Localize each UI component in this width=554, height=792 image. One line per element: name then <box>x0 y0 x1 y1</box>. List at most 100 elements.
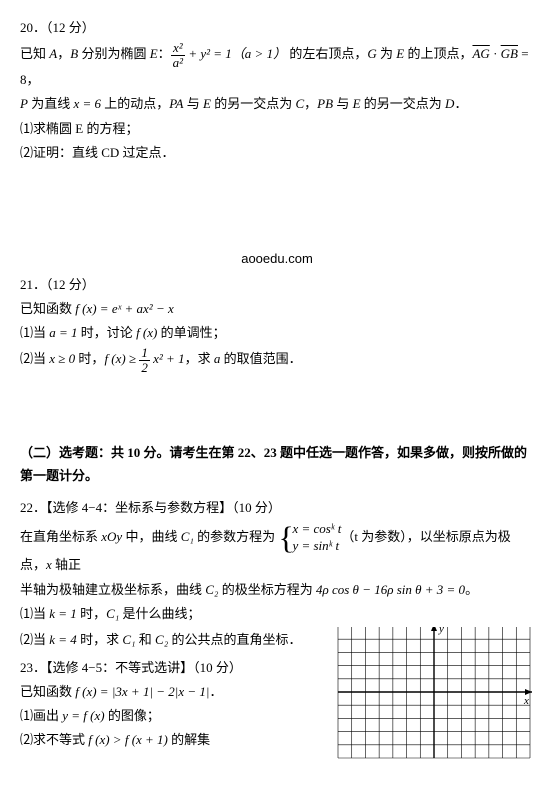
var: E <box>150 46 158 61</box>
text: 时，讨论 <box>78 325 137 340</box>
text: 的极坐标方程为 <box>218 582 316 597</box>
text: 的解集 <box>168 732 210 747</box>
svg-text:x: x <box>523 695 529 707</box>
var: C₂ <box>205 582 218 597</box>
q22-part1: ⑴当 k = 1 时，C₁ 是什么曲线； <box>20 603 534 625</box>
question-21: 21．（12 分） 已知函数 f (x) = eˣ + ax² − x ⑴当 a… <box>20 274 534 375</box>
expr: f (x) = |3x + 1| − 2|x − 1| <box>75 684 209 699</box>
text: 已知 <box>20 46 49 61</box>
coordinate-grid: xy <box>334 627 534 769</box>
expr: x ≥ 0 <box>49 351 75 366</box>
expr: f (x) > f (x + 1) <box>88 732 168 747</box>
text: 的取值范围． <box>220 351 301 366</box>
q21-line1: 已知函数 f (x) = eˣ + ax² − x <box>20 298 534 320</box>
text: 已知函数 <box>20 684 75 699</box>
text: 分别为椭圆 <box>78 46 150 61</box>
watermark: aooedu.com <box>20 248 534 270</box>
text: 的图像； <box>105 708 160 723</box>
text: 和 <box>136 632 156 647</box>
text: ，求 <box>185 351 214 366</box>
text: 为直线 <box>28 96 74 111</box>
question-number: 22．【选修 4−4：坐标系与参数方程】（10 分） <box>20 497 534 519</box>
expr: k = 1 <box>49 606 77 621</box>
text: 在直角坐标系 <box>20 529 101 544</box>
text: ⑴当 <box>20 606 49 621</box>
var: C₁ <box>106 606 119 621</box>
vector: AG <box>472 46 489 61</box>
q22-line1: 在直角坐标系 xOy 中，曲线 C₁ 的参数方程为 x = cosᵏ ty = … <box>20 521 534 577</box>
expr: a = 1 <box>49 325 77 340</box>
var: E <box>203 96 211 111</box>
expr: + y² = 1（a > 1） <box>185 46 286 61</box>
text: 时， <box>75 351 104 366</box>
text: 为 <box>377 46 397 61</box>
numerator: x² <box>171 41 185 56</box>
q20-line1: 已知 A，B 分别为椭圆 E：x²a² + y² = 1（a > 1） 的左右顶… <box>20 41 534 91</box>
fraction: x²a² <box>171 41 185 69</box>
text: 半轴为极轴建立极坐标系，曲线 <box>20 582 205 597</box>
text: ： <box>158 46 171 61</box>
sys-row1: x = cosᵏ t <box>292 521 341 538</box>
numerator: 1 <box>139 346 150 361</box>
text: ⑵当 <box>20 632 49 647</box>
var: P <box>20 96 28 111</box>
spacer <box>20 172 534 242</box>
text: 与 <box>184 96 204 111</box>
spacer <box>20 382 534 432</box>
expr: k = 4 <box>49 632 77 647</box>
vector: GB <box>501 46 518 61</box>
text: 时， <box>77 606 106 621</box>
q20-part1: ⑴求椭圆 E 的方程； <box>20 118 534 140</box>
text: ． <box>454 96 467 111</box>
text: ⑵求不等式 <box>20 732 88 747</box>
var: B <box>70 46 78 61</box>
text: 上的动点， <box>101 96 169 111</box>
text: 的公共点的直角坐标． <box>168 632 301 647</box>
text: 的左右顶点， <box>286 46 367 61</box>
sys-row2: y = sinᵏ t <box>292 538 341 555</box>
expr: y = f (x) <box>62 708 104 723</box>
text: ⑴画出 <box>20 708 62 723</box>
text: 轴正 <box>52 557 81 572</box>
q21-part2: ⑵当 x ≥ 0 时，f (x) ≥ 12 x² + 1，求 a 的取值范围． <box>20 346 534 374</box>
expr: x = 6 <box>73 96 101 111</box>
var: PB <box>317 96 333 111</box>
text: 的另一交点为 <box>361 96 446 111</box>
question-number: 21．（12 分） <box>20 274 534 296</box>
text: 与 <box>333 96 353 111</box>
var: G <box>367 46 376 61</box>
text: （t 为参数） <box>341 529 406 544</box>
text: 的上顶点， <box>404 46 472 61</box>
expr: f (x) = eˣ + ax² − x <box>75 301 173 316</box>
text: 时，求 <box>77 632 123 647</box>
text: ⑴当 <box>20 325 49 340</box>
svg-text:y: y <box>438 627 444 635</box>
q21-part1: ⑴当 a = 1 时，讨论 f (x) 的单调性； <box>20 322 534 344</box>
var: C₁ <box>122 632 135 647</box>
q22-line2: 半轴为极轴建立极坐标系，曲线 C₂ 的极坐标方程为 4ρ cos θ − 16ρ… <box>20 579 534 601</box>
question-20: 20．（12 分） 已知 A，B 分别为椭圆 E：x²a² + y² = 1（a… <box>20 17 534 164</box>
question-22: 22．【选修 4−4：坐标系与参数方程】（10 分） 在直角坐标系 xOy 中，… <box>20 497 534 769</box>
text: ， <box>57 46 70 61</box>
fraction: 12 <box>139 346 150 374</box>
text: · <box>490 46 501 61</box>
var: C <box>295 96 304 111</box>
denominator: a² <box>171 56 185 70</box>
question-number: 20．（12 分） <box>20 17 534 39</box>
var: PA <box>169 96 183 111</box>
text: 中，曲线 <box>122 529 181 544</box>
text: ． <box>209 684 222 699</box>
expr: f (x) ≥ <box>104 351 139 366</box>
var: E <box>353 96 361 111</box>
section-header: （二）选考题：共 10 分。请考生在第 22、23 题中任选一题作答，如果多做，… <box>20 442 534 486</box>
text: 的单调性； <box>157 325 225 340</box>
var: E <box>396 46 404 61</box>
var: C₁ <box>181 529 194 544</box>
var: C₂ <box>155 632 168 647</box>
var: xOy <box>101 529 122 544</box>
grid-svg: xy <box>334 627 534 762</box>
expr: 4ρ cos θ − 16ρ sin θ + 3 = 0 <box>316 582 465 597</box>
equation-system: x = cosᵏ ty = sinᵏ t <box>278 521 341 555</box>
text: 的参数方程为 <box>194 529 279 544</box>
expr: f (x) <box>136 325 157 340</box>
